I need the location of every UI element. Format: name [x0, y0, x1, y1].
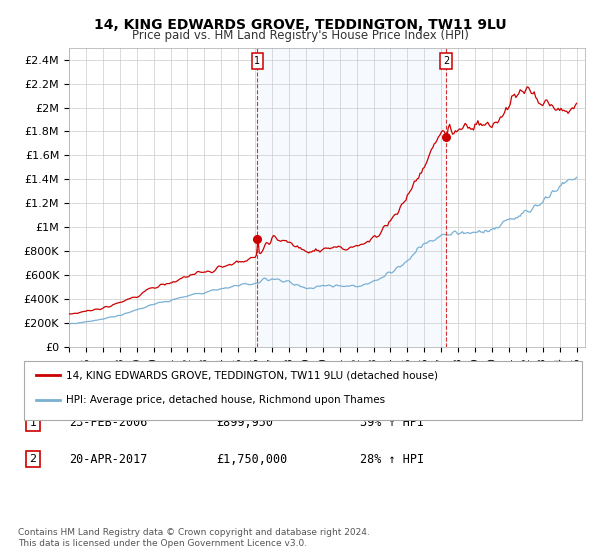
Text: 39% ↑ HPI: 39% ↑ HPI: [360, 416, 424, 430]
Text: 2: 2: [443, 56, 449, 66]
Text: 14, KING EDWARDS GROVE, TEDDINGTON, TW11 9LU: 14, KING EDWARDS GROVE, TEDDINGTON, TW11…: [94, 18, 506, 32]
Text: 2: 2: [29, 454, 37, 464]
Text: 20-APR-2017: 20-APR-2017: [69, 452, 148, 466]
Text: Contains HM Land Registry data © Crown copyright and database right 2024.
This d: Contains HM Land Registry data © Crown c…: [18, 528, 370, 548]
Text: HPI: Average price, detached house, Richmond upon Thames: HPI: Average price, detached house, Rich…: [66, 395, 385, 405]
Text: 23-FEB-2006: 23-FEB-2006: [69, 416, 148, 430]
Text: £899,950: £899,950: [216, 416, 273, 430]
Bar: [257, 48, 446, 347]
Text: Price paid vs. HM Land Registry's House Price Index (HPI): Price paid vs. HM Land Registry's House …: [131, 29, 469, 42]
Text: 1: 1: [29, 418, 37, 428]
Text: 14, KING EDWARDS GROVE, TEDDINGTON, TW11 9LU (detached house): 14, KING EDWARDS GROVE, TEDDINGTON, TW11…: [66, 370, 438, 380]
Text: 28% ↑ HPI: 28% ↑ HPI: [360, 452, 424, 466]
Text: 1: 1: [254, 56, 260, 66]
Text: £1,750,000: £1,750,000: [216, 452, 287, 466]
